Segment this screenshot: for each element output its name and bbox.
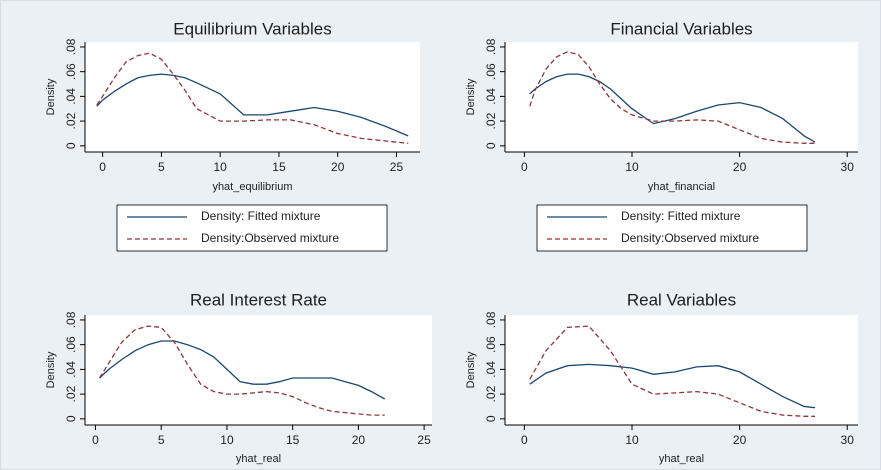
x-tick-label: 5: [158, 433, 165, 447]
density-line: [98, 325, 385, 416]
x-tick-label: 20: [733, 160, 747, 174]
plot-area: [505, 42, 858, 152]
y-tick-label: .02: [484, 112, 498, 129]
x-tick-label: 10: [220, 433, 234, 447]
chart-title: Equilibrium Variables: [173, 19, 331, 38]
x-tick-label: 0: [99, 160, 106, 174]
chart-title: Real Variables: [627, 290, 736, 309]
chart-title: Financial Variables: [610, 19, 752, 38]
y-tick-label: .06: [484, 63, 498, 80]
y-tick-label: 0: [484, 142, 498, 149]
density-line: [96, 52, 409, 144]
x-tick-label: 10: [625, 160, 639, 174]
y-axis-label: Density: [465, 351, 477, 388]
legend-box: [536, 204, 808, 252]
y-tick-label: .08: [484, 311, 498, 328]
y-tick-label: .02: [64, 112, 78, 129]
plot-area: [85, 42, 420, 152]
y-tick-label: 0: [484, 415, 498, 422]
y-tick-label: .04: [484, 361, 498, 378]
density-line: [99, 340, 386, 400]
legend-label: Density:Observed mixture: [201, 231, 339, 245]
density-line: [529, 325, 815, 417]
legend-label: Density:Observed mixture: [621, 231, 759, 245]
y-tick-label: .02: [484, 385, 498, 402]
legend-label: Density: Fitted mixture: [621, 209, 741, 223]
chart-title: Real Interest Rate: [190, 290, 327, 309]
x-tick-label: 20: [352, 433, 366, 447]
legend-box: [116, 204, 388, 252]
x-tick-label: 5: [158, 160, 165, 174]
x-tick-label: 20: [733, 433, 747, 447]
y-axis-label: Density: [45, 351, 57, 388]
y-tick-label: .02: [64, 385, 78, 402]
y-tick-label: .06: [64, 336, 78, 353]
x-tick-label: 15: [286, 433, 300, 447]
density-line: [529, 51, 815, 144]
x-axis-label: yhat_real: [659, 453, 704, 465]
y-axis-label: Density: [45, 78, 57, 115]
x-tick-label: 0: [521, 433, 528, 447]
x-axis-label: yhat_real: [236, 453, 281, 465]
plot-area: [85, 315, 432, 425]
density-line: [96, 73, 409, 137]
y-axis-label: Density: [465, 78, 477, 115]
y-tick-label: .04: [64, 88, 78, 105]
y-tick-label: 0: [64, 415, 78, 422]
y-tick-label: .06: [64, 63, 78, 80]
x-axis-label: yhat_equilibrium: [212, 181, 292, 193]
y-tick-label: .04: [484, 88, 498, 105]
y-tick-label: .04: [64, 361, 78, 378]
x-tick-label: 15: [272, 160, 286, 174]
x-axis-label: yhat_financial: [648, 181, 715, 193]
x-tick-label: 20: [331, 160, 345, 174]
x-tick-label: 25: [390, 160, 404, 174]
y-tick-label: .08: [64, 311, 78, 328]
x-tick-label: 30: [841, 160, 855, 174]
legend-label: Density: Fitted mixture: [201, 209, 321, 223]
y-tick-label: 0: [64, 142, 78, 149]
x-tick-label: 10: [213, 160, 227, 174]
density-line: [529, 73, 816, 143]
x-tick-label: 25: [417, 433, 431, 447]
y-tick-label: .06: [484, 336, 498, 353]
x-tick-label: 10: [625, 433, 639, 447]
x-tick-label: 0: [92, 433, 99, 447]
y-tick-label: .08: [484, 38, 498, 55]
x-tick-label: 0: [521, 160, 528, 174]
y-tick-label: .08: [64, 38, 78, 55]
density-line: [529, 363, 816, 409]
x-tick-label: 30: [841, 433, 855, 447]
